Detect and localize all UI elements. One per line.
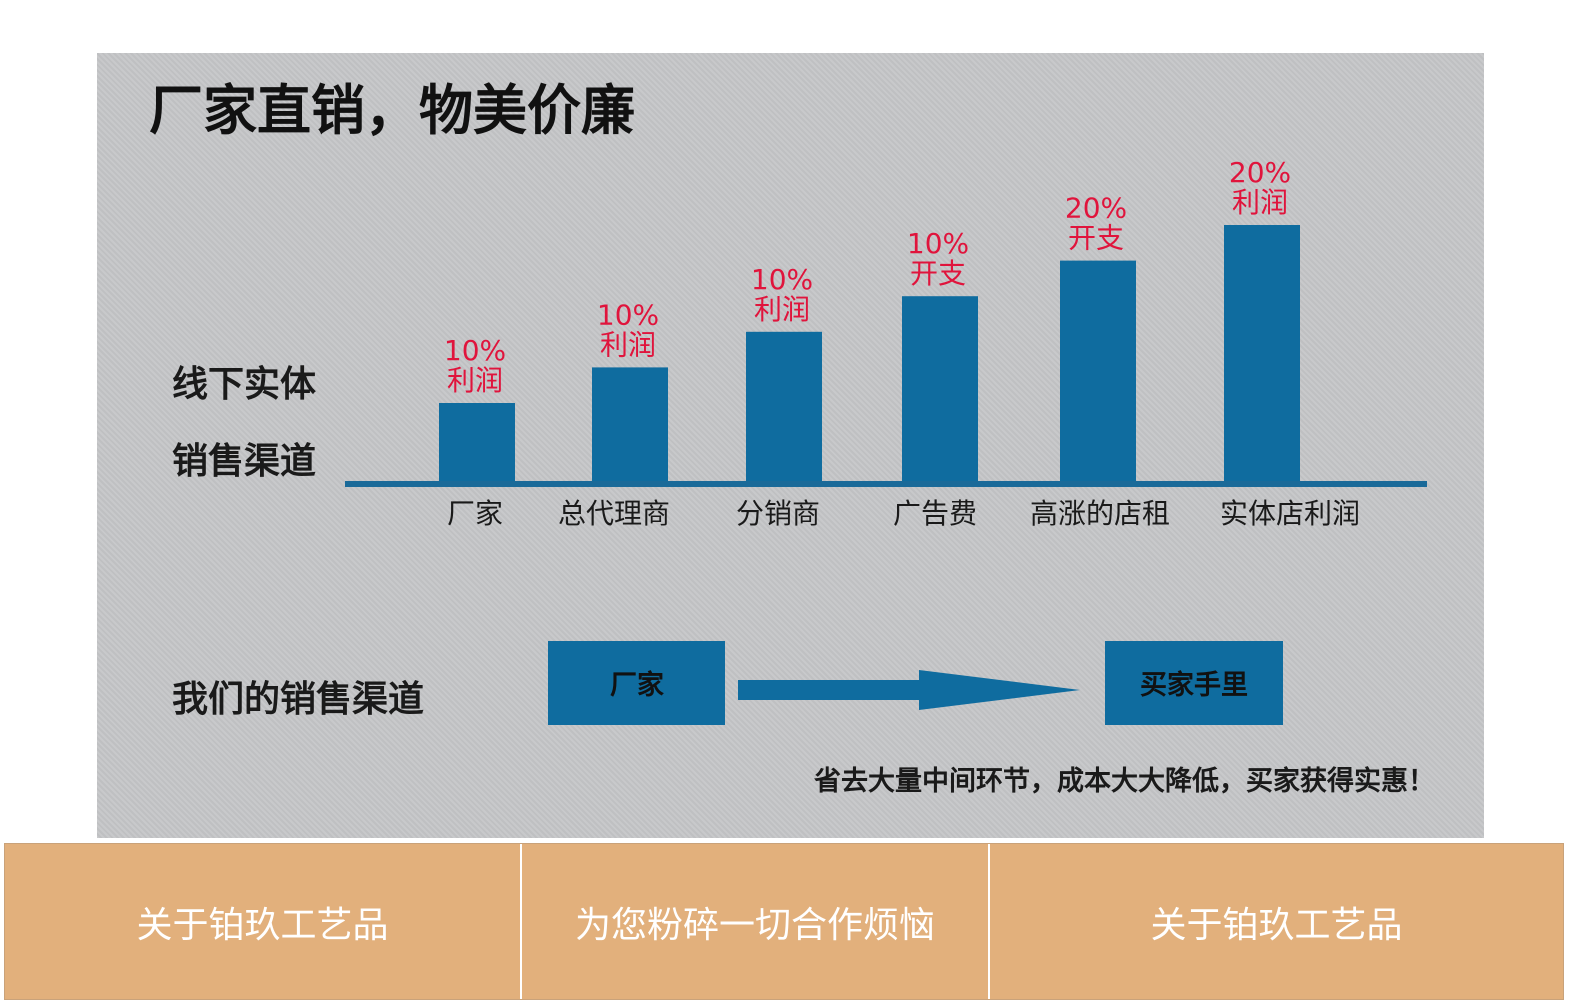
our-channel-label: 我们的销售渠道 (172, 678, 424, 720)
bars-layer: 10%利润厂家10%利润总代理商10%利润分销商10%开支广告费20%开支高涨的… (439, 156, 1360, 530)
factory-box (548, 641, 725, 725)
bar-value-label: 10% (907, 227, 969, 260)
right-arrow-icon (738, 670, 1080, 710)
category-label: 分销商 (736, 497, 820, 530)
buyer-box-label: 买家手里 (1140, 669, 1248, 701)
bar-4 (902, 296, 978, 483)
category-label: 厂家 (447, 497, 503, 530)
category-label: 高涨的店租 (1030, 497, 1170, 530)
nav-item-about[interactable]: 关于铂玖工艺品 (5, 844, 520, 999)
bar-6 (1224, 225, 1300, 483)
banner-title: 厂家直销，物美价廉 (149, 78, 635, 142)
bar-value-label: 10% (444, 334, 506, 367)
bar-value-sublabel: 利润 (1232, 186, 1288, 219)
offline-channel-label-line1: 线下实体 (172, 363, 316, 405)
nav-item-cooperation[interactable]: 为您粉碎一切合作烦恼 (520, 844, 988, 999)
category-label: 广告费 (893, 497, 977, 530)
bar-value-sublabel: 利润 (754, 293, 810, 326)
bar-value-sublabel: 开支 (910, 257, 966, 290)
bar-value-label: 20% (1065, 192, 1127, 225)
bar-2 (592, 367, 668, 483)
nav-item-about-2[interactable]: 关于铂玖工艺品 (988, 844, 1563, 999)
bar-5 (1060, 260, 1136, 483)
category-label: 实体店利润 (1220, 497, 1360, 530)
bar-1 (439, 403, 515, 483)
bar-value-label: 20% (1229, 156, 1291, 189)
bar-value-sublabel: 利润 (600, 328, 656, 361)
bar-value-label: 10% (751, 263, 813, 296)
bar-value-sublabel: 利润 (447, 364, 503, 397)
channel-bar-chart: 厂家直销，物美价廉 线下实体 销售渠道 10%利润厂家10%利润总代理商10%利… (149, 78, 1435, 797)
bar-3 (746, 331, 822, 483)
buyer-box (1105, 641, 1283, 725)
bottom-nav: 关于铂玖工艺品 为您粉碎一切合作烦恼 关于铂玖工艺品 (4, 843, 1564, 1000)
chart-baseline (345, 481, 1427, 487)
offline-channel-label-line2: 销售渠道 (172, 440, 316, 482)
factory-box-label: 厂家 (610, 669, 664, 701)
channel-comparison-banner: 厂家直销，物美价廉 线下实体 销售渠道 10% 利润 厂家 10% 利润 总代理商 10% 利… (97, 53, 1484, 838)
bar-value-label: 10% (597, 298, 659, 331)
slogan-text: 省去大量中间环节，成本大大降低，买家获得实惠！ (814, 765, 1435, 797)
bar-value-sublabel: 开支 (1068, 222, 1124, 255)
category-label: 总代理商 (558, 497, 670, 530)
